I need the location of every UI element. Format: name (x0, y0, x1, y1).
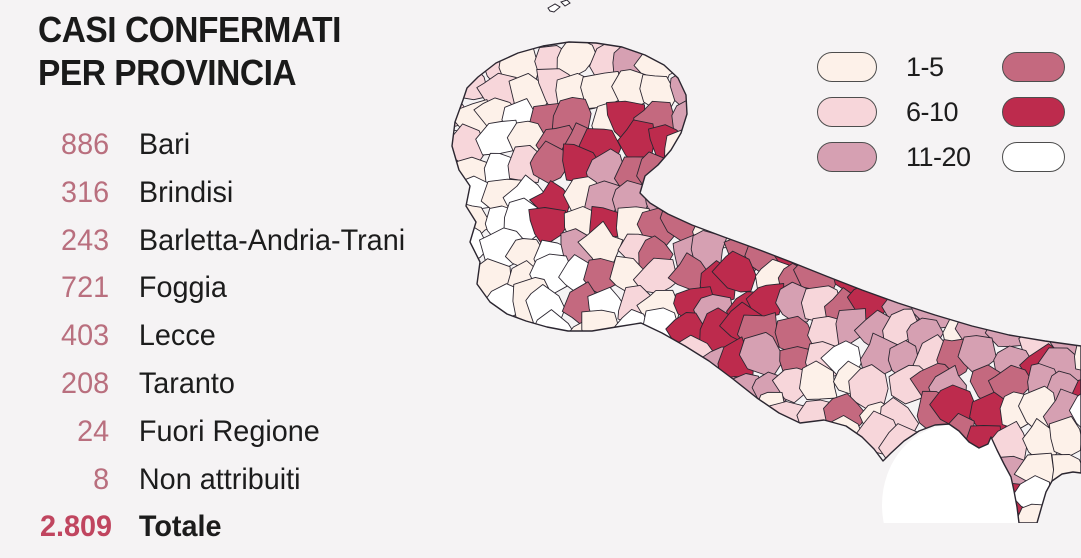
province-label: Lecce (139, 319, 216, 353)
legend: 1-5 6-10 11-20 (0, 0, 1081, 200)
province-value: 8 (40, 463, 109, 497)
legend-label-1-5: 1-5 (906, 52, 944, 82)
province-row-foggia: 721 Foggia (40, 271, 405, 319)
legend-label-6-10: 6-10 (906, 97, 958, 127)
legend-swatch-1-5 (817, 52, 877, 82)
legend-swatch-rose (1002, 52, 1065, 82)
municipality-cell (833, 251, 869, 295)
province-label: Foggia (139, 271, 227, 305)
province-value: 24 (40, 415, 109, 449)
province-value: 403 (40, 319, 109, 353)
legend-swatch-6-10 (817, 97, 877, 127)
province-value: 208 (40, 367, 109, 401)
province-row-non-attribuiti: 8 Non attribuiti (40, 463, 405, 511)
infographic-page: { "page": { "background": "#f5f3f4" }, "… (0, 0, 1081, 523)
legend-swatch-crimson (1002, 97, 1065, 127)
province-row-lecce: 403 Lecce (40, 319, 405, 367)
province-label: Taranto (139, 367, 235, 401)
province-row-taranto: 208 Taranto (40, 367, 405, 415)
total-value: 2.809 (40, 510, 109, 544)
province-value: 243 (40, 224, 109, 258)
legend-label-11-20: 11-20 (906, 142, 971, 172)
legend-swatch-11-20 (817, 142, 877, 172)
province-row-bat: 243 Barletta-Andria-Trani (40, 224, 405, 272)
province-value: 721 (40, 271, 109, 305)
total-row: 2.809 Totale (40, 510, 405, 558)
province-label: Fuori Regione (139, 415, 320, 449)
province-row-fuori-regione: 24 Fuori Regione (40, 415, 405, 463)
legend-swatch-zero (1002, 142, 1065, 172)
municipality-cell (1075, 337, 1081, 372)
province-label: Non attribuiti (139, 463, 301, 497)
total-label: Totale (139, 510, 222, 544)
municipality-cell (1051, 455, 1081, 498)
province-label: Barletta-Andria-Trani (139, 224, 405, 258)
